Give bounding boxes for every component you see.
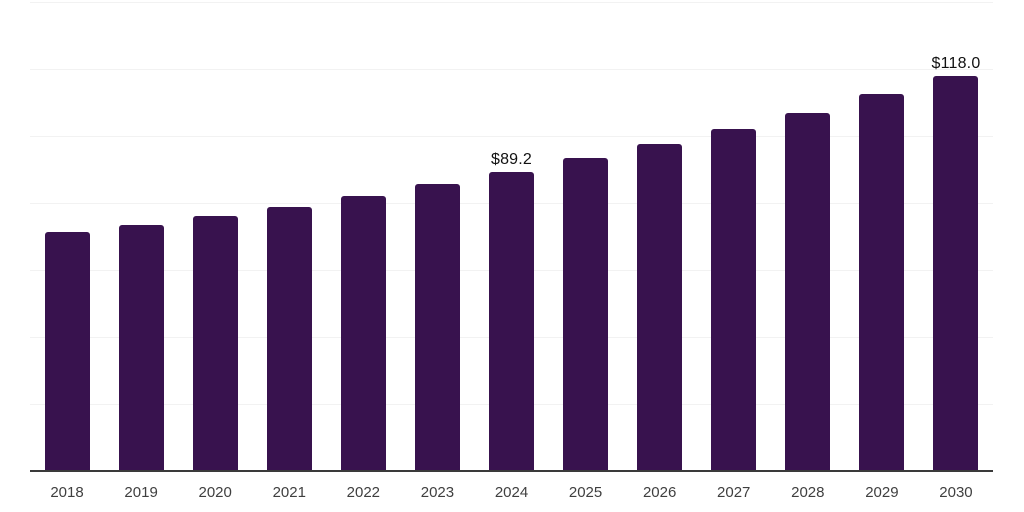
- bar-2025: [563, 158, 609, 471]
- gridline: [30, 1, 993, 3]
- gridline: [30, 135, 993, 137]
- x-tick-label-2018: 2018: [50, 484, 84, 501]
- x-tick-label-2021: 2021: [272, 484, 306, 501]
- bar-2023: [414, 183, 460, 471]
- bar-2020: [192, 215, 238, 471]
- bar-2029: [859, 94, 905, 471]
- bar-2022: [340, 196, 386, 471]
- bar-2030: [933, 75, 979, 471]
- x-axis-line: [30, 470, 993, 472]
- bar-2021: [266, 206, 312, 471]
- x-tick-label-2027: 2027: [717, 484, 751, 501]
- x-tick-label-2028: 2028: [791, 484, 825, 501]
- x-tick-label-2022: 2022: [346, 484, 381, 501]
- x-tick-label-2029: 2029: [865, 484, 899, 501]
- bar-2028: [785, 112, 831, 471]
- bar-2027: [711, 128, 757, 471]
- x-tick-label-2019: 2019: [124, 484, 158, 501]
- x-tick-label-2030: 2030: [939, 484, 973, 501]
- x-tick-label-2023: 2023: [420, 484, 455, 501]
- gridline: [30, 68, 993, 70]
- x-tick-label-2025: 2025: [568, 484, 603, 501]
- bar-2026: [637, 144, 683, 471]
- bar-value-label-2030: $118.0: [931, 54, 981, 72]
- x-tick-label-2020: 2020: [198, 484, 232, 501]
- x-tick-label-2026: 2026: [642, 484, 677, 501]
- bar-value-label-2024: $89.2: [490, 151, 533, 169]
- x-tick-label-2024: 2024: [494, 484, 529, 501]
- bar-2018: [44, 232, 90, 471]
- bar-2024: [489, 172, 534, 471]
- bar-2019: [118, 225, 164, 471]
